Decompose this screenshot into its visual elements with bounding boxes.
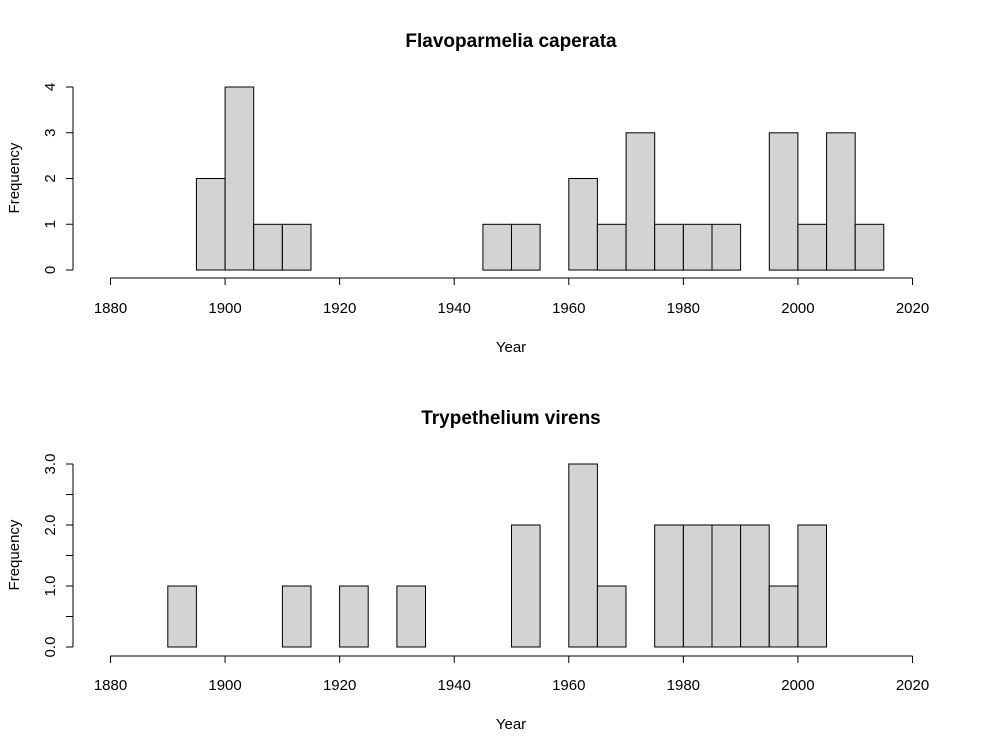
histogram-bar [568, 463, 598, 648]
histogram-bar [768, 132, 799, 271]
x-tick-label: 1880 [94, 677, 127, 694]
x-tick-label: 1880 [94, 300, 127, 317]
x-tick-label: 1940 [438, 300, 471, 317]
chart-title: Trypethelium virens [421, 408, 601, 429]
histogram-bar [167, 585, 197, 648]
x-tick-label: 1920 [323, 677, 356, 694]
histogram-bar [253, 223, 283, 271]
x-axis-ticks: 1880 1900 1920 1940 1960 1980 2000 2020 [94, 278, 929, 317]
x-axis-label: Year [496, 339, 526, 356]
histogram-bar [224, 86, 255, 271]
x-tick-label: 1980 [667, 300, 700, 317]
histogram-bar [596, 585, 627, 648]
y-tick-label: 2 [42, 174, 59, 182]
histogram-bar [482, 223, 512, 271]
y-tick-label: 3 [42, 129, 59, 137]
histogram-bar [854, 223, 885, 271]
y-tick-label: 2.0 [42, 515, 59, 536]
x-tick-label: 1980 [667, 677, 700, 694]
histogram-bar [195, 178, 226, 271]
x-axis-label: Year [496, 716, 526, 733]
histogram-bar [281, 585, 312, 648]
histogram-bar [654, 223, 684, 271]
x-tick-label: 1940 [438, 677, 471, 694]
y-tick-label: 0 [42, 266, 59, 274]
x-axis-ticks: 1880 1900 1920 1940 1960 1980 2000 2020 [94, 656, 929, 694]
histogram-bar [654, 524, 684, 648]
histogram-bar [596, 223, 627, 271]
y-tick-label: 3.0 [42, 454, 59, 475]
y-tick-label: 1 [42, 220, 59, 228]
chart-title: Flavoparmelia caperata [405, 31, 617, 52]
histogram-bar [826, 132, 856, 271]
histogram-bar [682, 223, 713, 271]
x-tick-label: 2000 [781, 677, 814, 694]
histogram-bar [339, 585, 369, 648]
histogram-bar [797, 223, 828, 271]
x-tick-label: 1900 [208, 300, 241, 317]
histogram-bar [511, 223, 541, 271]
x-tick-label: 2020 [896, 300, 929, 317]
x-tick-label: 2020 [896, 677, 929, 694]
histogram-bar [768, 585, 799, 648]
y-axis-ticks: 0.0 1.0 2.0 3.0 [42, 454, 73, 658]
histogram-bar [568, 178, 598, 271]
y-tick-label: 0.0 [42, 637, 59, 658]
histogram-bar [682, 524, 713, 648]
histogram-bar [740, 524, 770, 648]
y-axis-label: Frequency [6, 142, 23, 213]
y-tick-label: 1.0 [42, 576, 59, 597]
histogram-bar [711, 524, 742, 648]
x-tick-label: 1920 [323, 300, 356, 317]
y-axis-ticks: 0 1 2 3 4 [42, 83, 73, 274]
x-tick-label: 1960 [552, 677, 585, 694]
histogram-panel-trypethelium: Trypethelium virens 0.0 1.0 2.0 3.0 1880 190… [6, 408, 929, 733]
x-tick-label: 1900 [208, 677, 241, 694]
y-tick-label: 4 [42, 83, 59, 91]
x-tick-label: 1960 [552, 300, 585, 317]
histogram-bar [711, 223, 742, 271]
histogram-bar [797, 524, 828, 648]
bar-group [167, 463, 828, 648]
histogram-bar [625, 132, 656, 271]
bar-group [195, 86, 885, 271]
x-tick-label: 2000 [781, 300, 814, 317]
histogram-bar [511, 524, 541, 648]
histogram-bar [281, 223, 312, 271]
y-axis-label: Frequency [6, 519, 23, 590]
histogram-bar [396, 585, 426, 648]
histogram-panel-flavoparmelia: Flavoparmelia caperata 0 1 2 3 4 1880 1900 192… [6, 31, 929, 356]
